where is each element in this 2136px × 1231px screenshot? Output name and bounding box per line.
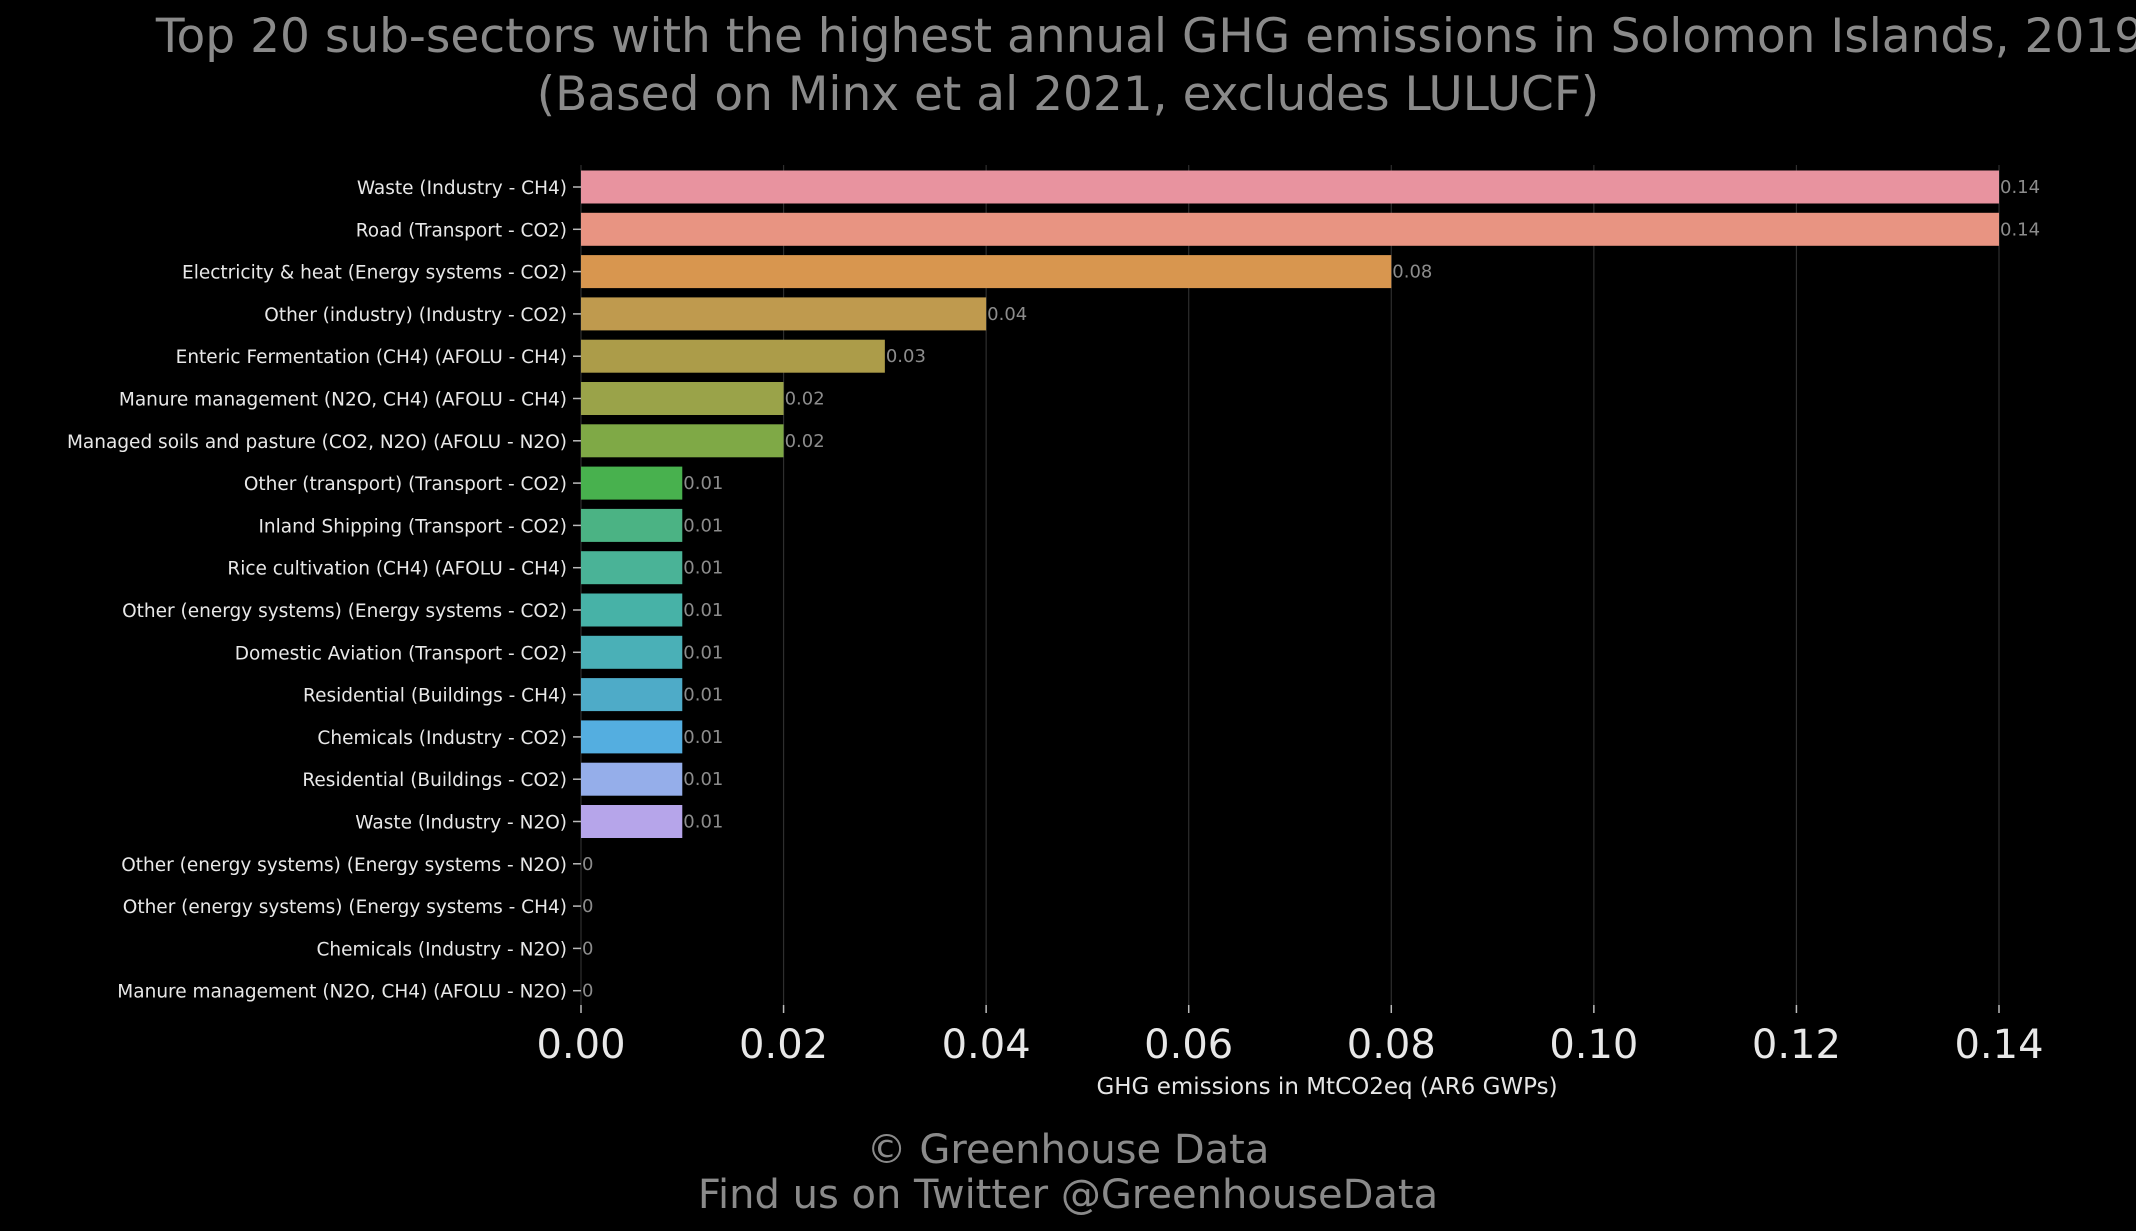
bar-value-label: 0.01 [683, 727, 723, 748]
x-tick-label: 0.00 [536, 1022, 625, 1068]
category-label: Inland Shipping (Transport - CO2) [258, 516, 567, 537]
bar [581, 297, 987, 331]
category-label: Electricity & heat (Energy systems - CO2… [182, 263, 567, 284]
bar-value-label: 0.03 [886, 346, 926, 367]
bar [581, 720, 683, 754]
category-label: Road (Transport - CO2) [356, 220, 567, 241]
bar [581, 805, 683, 838]
category-label: Residential (Buildings - CH4) [303, 686, 567, 707]
x-axis-ticks: 0.00 0.02 0.04 0.06 0.08 0.10 0.12 0.14 [536, 1005, 2044, 1068]
category-label: Chemicals (Industry - N2O) [317, 939, 568, 960]
bar-value-label: 0 [582, 896, 593, 917]
bar-value-label: 0.14 [2000, 219, 2040, 240]
category-label: Rice cultivation (CH4) (AFOLU - CH4) [227, 559, 567, 580]
bar [581, 466, 683, 500]
bar-value-label: 0.01 [683, 685, 723, 706]
bars: 0.14 0.14 0.08 0.04 0.03 0.02 0.02 0.01 0.01 0.01… [581, 170, 2040, 1002]
x-axis-label: GHG emissions in MtCO2eq (AR6 GWPs) [1096, 1074, 1557, 1100]
bar-value-label: 0.02 [785, 389, 825, 410]
category-label: Manure management (N2O, CH4) (AFOLU - N2… [117, 982, 567, 1003]
category-label: Domestic Aviation (Transport - CO2) [235, 643, 567, 664]
bar-value-label: 0.01 [683, 642, 723, 663]
grid-lines [580, 165, 2000, 1005]
bar-value-label: 0.01 [683, 769, 723, 790]
bar-value-label: 0 [582, 854, 593, 875]
chart-title: Top 20 sub-sectors with the highest annu… [155, 9, 2136, 64]
bar [581, 255, 1392, 289]
category-label: Other (energy systems) (Energy systems -… [122, 601, 567, 622]
chart-subtitle: (Based on Minx et al 2021, excludes LULU… [536, 67, 1600, 122]
bar [581, 382, 784, 415]
x-tick-label: 0.02 [739, 1022, 828, 1068]
category-label: Chemicals (Industry - CO2) [317, 728, 567, 749]
category-label: Other (energy systems) (Energy systems -… [121, 855, 567, 876]
bar-value-label: 0.01 [683, 473, 723, 494]
category-label: Waste (Industry - CH4) [357, 178, 567, 199]
x-tick-label: 0.08 [1347, 1022, 1436, 1068]
x-tick-label: 0.10 [1549, 1022, 1638, 1068]
bar [581, 635, 683, 669]
copyright-credit: © Greenhouse Data [866, 1127, 1270, 1173]
x-tick-label: 0.12 [1752, 1022, 1841, 1068]
bar [581, 593, 683, 627]
bar [581, 212, 1999, 246]
category-label: Enteric Fermentation (CH4) (AFOLU - CH4) [176, 347, 567, 368]
bar [581, 508, 683, 542]
category-label: Other (industry) (Industry - CO2) [264, 305, 567, 326]
bar-value-label: 0.14 [2000, 177, 2040, 198]
x-tick-label: 0.06 [1144, 1022, 1233, 1068]
bar [581, 678, 683, 712]
category-label: Manure management (N2O, CH4) (AFOLU - CH… [119, 390, 567, 411]
x-tick-label: 0.14 [1954, 1022, 2043, 1068]
bar-value-label: 0.01 [683, 558, 723, 579]
bar-value-label: 0.08 [1392, 262, 1432, 283]
bar-value-label: 0.01 [683, 600, 723, 621]
category-label: Managed soils and pasture (CO2, N2O) (AF… [67, 432, 567, 453]
x-tick-label: 0.04 [942, 1022, 1031, 1068]
bar-value-label: 0 [582, 981, 593, 1002]
y-axis-labels: Waste (Industry - CH4) Road (Transport - … [67, 178, 581, 1003]
category-label: Other (transport) (Transport - CO2) [244, 474, 567, 495]
bar-value-label: 0.01 [683, 812, 723, 833]
bar [581, 170, 1999, 204]
category-label: Waste (Industry - N2O) [355, 813, 567, 834]
bar-value-label: 0 [582, 938, 593, 959]
bar-value-label: 0.01 [683, 515, 723, 536]
bar [581, 762, 683, 796]
category-label: Other (energy systems) (Energy systems -… [123, 897, 567, 918]
bar-value-label: 0.02 [785, 431, 825, 452]
twitter-credit: Find us on Twitter @GreenhouseData [697, 1172, 1439, 1218]
bar-value-label: 0.04 [987, 304, 1027, 325]
category-label: Residential (Buildings - CO2) [302, 770, 567, 791]
bar [581, 424, 784, 458]
bar [581, 339, 885, 373]
bar [581, 551, 683, 585]
